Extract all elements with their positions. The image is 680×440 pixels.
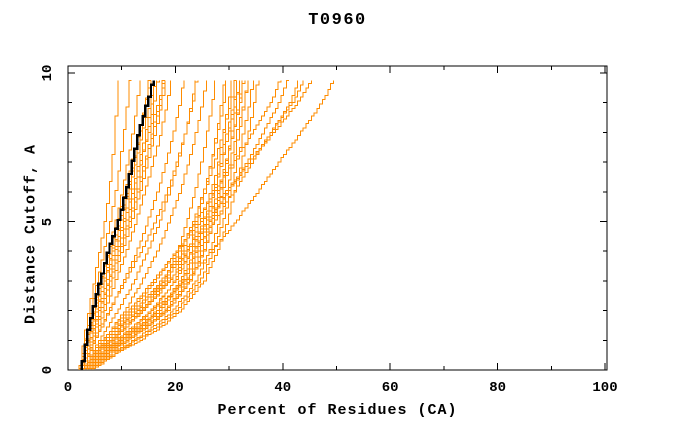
x-axis-label: Percent of Residues (CA) [217,402,458,419]
model-curve [89,80,334,370]
model-curve [86,80,246,370]
model-curve [84,80,227,370]
model-curve [92,80,254,370]
chart-title: T0960 [308,11,367,30]
model-curve [89,80,249,370]
y-tick-label: 10 [40,64,56,82]
y-tick-label: 5 [40,217,56,226]
model-curve [84,80,196,370]
model-curve [78,80,119,370]
model-curve [81,80,199,370]
plot-frame [67,65,608,371]
x-tick-label: 20 [166,380,184,396]
x-tick-label: 0 [63,380,73,396]
model-curve [84,80,304,370]
axes-group [67,65,608,371]
model-curve [84,80,166,370]
x-tick-label: 40 [274,380,292,396]
model-curve [81,80,157,370]
curves-group [78,79,334,370]
highlighted-model-curve [80,80,155,370]
model-curve [92,80,260,370]
model-curve [84,80,185,370]
x-tick-label: 60 [381,380,399,396]
x-tick-label: 100 [592,380,618,396]
y-axis-label: Distance Cutoff, A [22,143,40,325]
model-curve [84,80,312,370]
y-tick-label: 0 [40,365,56,375]
model-curve [86,80,282,370]
x-tick-label: 80 [489,380,506,396]
